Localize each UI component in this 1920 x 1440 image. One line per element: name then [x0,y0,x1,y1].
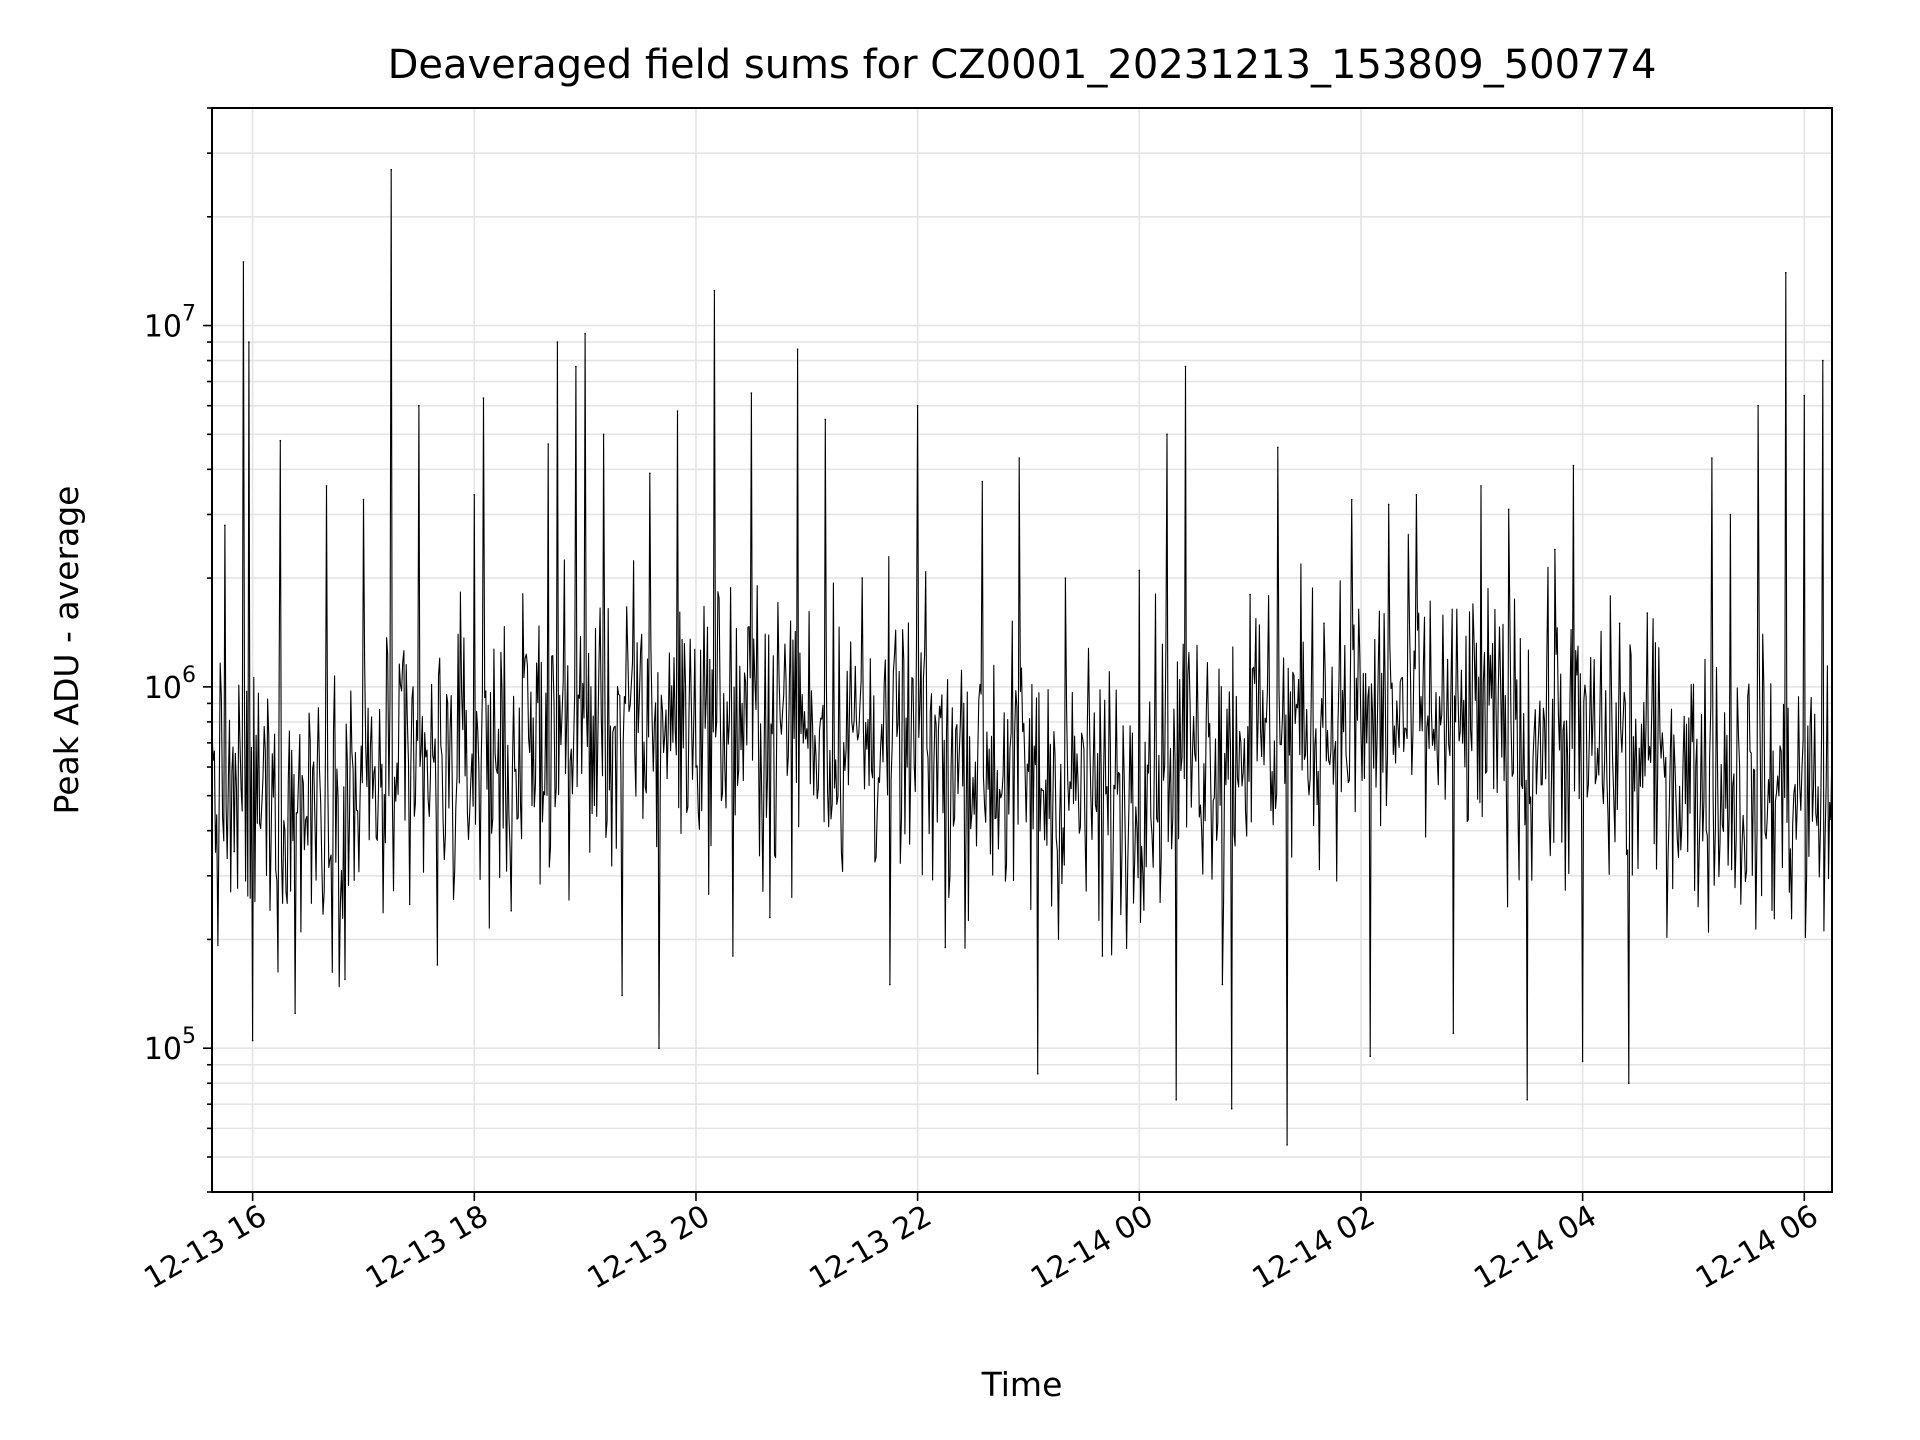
series-line [212,169,1832,1146]
data-point [824,418,827,421]
data-point [408,903,411,906]
data-point [584,332,586,335]
data-point [676,410,679,412]
data-point [713,289,716,292]
data-point [796,348,799,351]
y-axis-label: Peak ADU - average [47,486,86,815]
data-point [1166,433,1168,436]
data-point [1757,404,1759,407]
data-point [1822,359,1824,362]
data-point [556,341,559,343]
data-point [248,341,250,343]
plot-frame [211,107,1833,1193]
data-point [1286,1144,1288,1146]
data-point [861,577,863,579]
data-point [362,498,365,501]
data-point [1628,1082,1630,1084]
data-point [294,1012,296,1014]
x-axis-label: Time [981,1365,1063,1404]
data-point [1138,569,1141,572]
data-point [649,472,651,475]
data-point [1572,464,1575,467]
data-point [482,397,485,399]
data-point [1646,612,1649,614]
y-tick-base: 10 [144,671,182,706]
data-point [1323,622,1325,625]
data-point [1277,446,1279,449]
data-point [695,766,697,768]
data-point [418,404,420,407]
data-point [658,1047,660,1049]
data-point [1221,983,1224,986]
data-point [1480,485,1482,487]
data-point [1175,1099,1177,1101]
data-point [547,443,549,445]
data-point [224,524,226,527]
data-point [233,850,235,853]
y-tick-base: 10 [144,310,182,345]
data-point [344,978,346,981]
data-point [1674,766,1676,768]
y-tick-exponent: 5 [182,1024,196,1049]
data-point [1581,1060,1584,1063]
data-point [1018,457,1020,459]
data-point [1101,955,1104,957]
data-point [1507,508,1510,511]
data-point [390,168,393,171]
data-point [279,439,282,442]
data-point [510,910,512,912]
data-point [1452,1032,1455,1035]
data-point [732,955,734,957]
data-point [1064,577,1067,579]
data-point [1387,503,1390,506]
data-point [436,964,439,966]
chart-title: Deaveraged field sums for CZ0001_2023121… [388,42,1657,88]
data-point [621,994,623,997]
data-point [251,1039,254,1042]
plot-series [212,168,1832,1146]
y-tick-exponent: 6 [182,663,196,688]
data-point [769,916,771,919]
data-point [325,485,328,487]
data-point [1729,513,1732,516]
data-point [1184,365,1187,368]
data-point [1526,1099,1528,1101]
data-point [944,946,947,949]
y-tick-label: 105 [144,1024,196,1067]
data-point [889,983,891,986]
data-point [916,404,919,407]
data-point [602,433,605,436]
data-point [1785,271,1787,274]
y-tick-exponent: 7 [182,302,196,327]
data-point [750,392,753,394]
data-point [1415,494,1418,496]
data-point [981,480,984,483]
y-tick-base: 10 [144,1032,182,1067]
data-point [473,494,476,496]
data-point [1803,394,1806,397]
data-point [1369,1055,1371,1058]
data-point [1249,593,1251,596]
data-point [1350,498,1353,501]
data-point [1230,1107,1233,1110]
data-point [575,365,577,368]
data-point [1711,457,1713,459]
y-tick-label: 106 [144,663,196,706]
y-tick-label: 107 [144,302,196,345]
data-point [242,261,245,263]
data-point [1618,622,1621,625]
data-point [1554,548,1556,551]
data-point [1036,1072,1039,1075]
